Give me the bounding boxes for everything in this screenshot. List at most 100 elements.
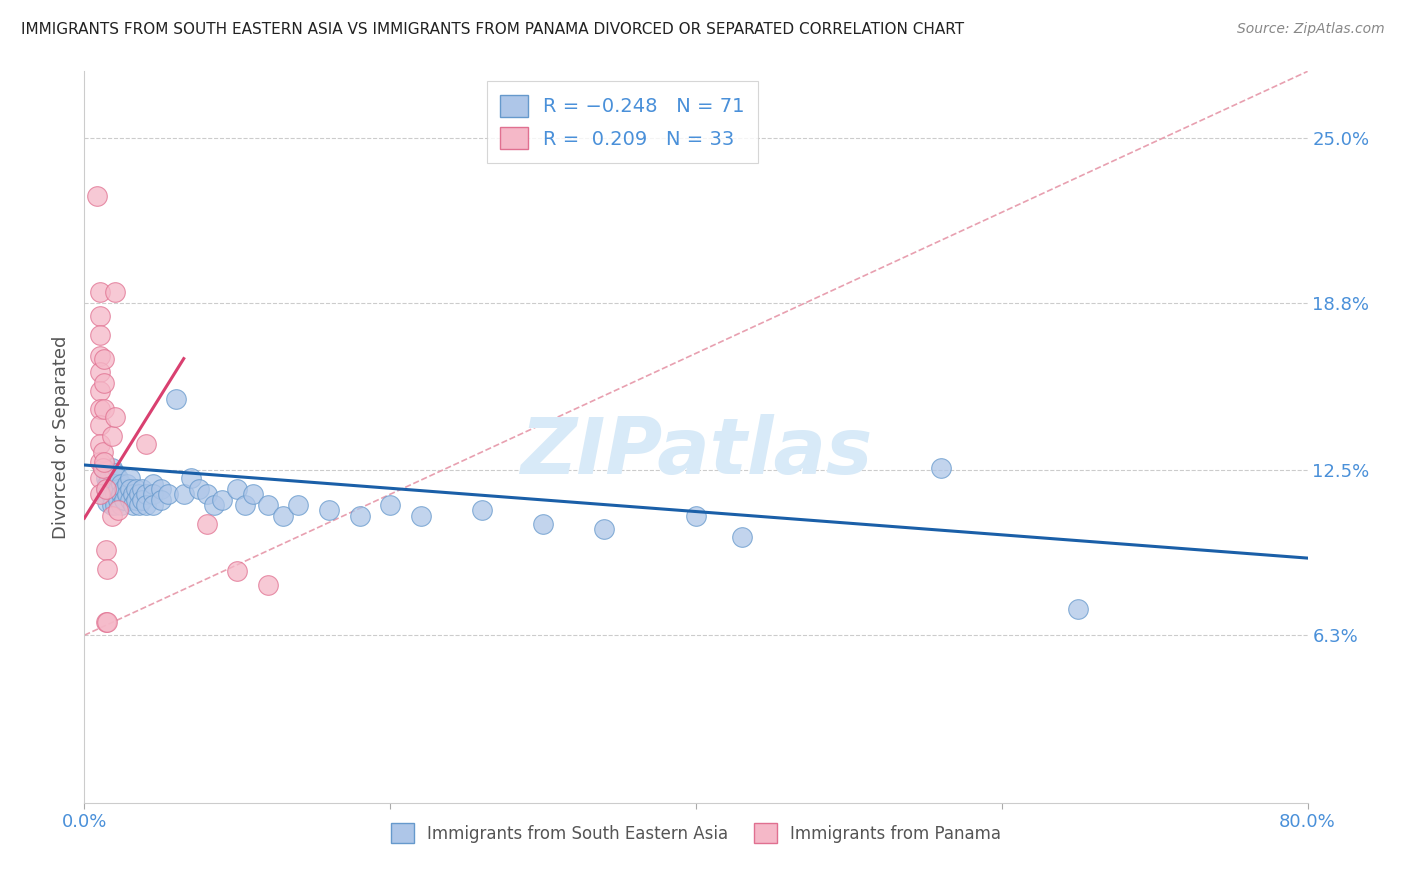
Point — [96, 463, 118, 477]
Point — [89, 418, 111, 433]
Point — [1067, 601, 1090, 615]
Point — [94, 482, 117, 496]
Point — [685, 508, 707, 523]
Point — [188, 482, 211, 496]
Point — [149, 492, 172, 507]
Point — [287, 498, 309, 512]
Point — [149, 482, 172, 496]
Point — [318, 503, 340, 517]
Point — [112, 492, 135, 507]
Point — [89, 487, 111, 501]
Text: Source: ZipAtlas.com: Source: ZipAtlas.com — [1237, 22, 1385, 37]
Point — [120, 492, 142, 507]
Point — [115, 487, 138, 501]
Point — [128, 487, 150, 501]
Point — [110, 476, 132, 491]
Point — [180, 471, 202, 485]
Point — [142, 498, 165, 512]
Point — [101, 460, 124, 475]
Point — [94, 543, 117, 558]
Point — [94, 471, 117, 485]
Point — [89, 402, 111, 417]
Point — [531, 516, 554, 531]
Point — [107, 482, 129, 496]
Point — [135, 436, 157, 450]
Point — [122, 487, 145, 501]
Point — [157, 487, 180, 501]
Point — [731, 530, 754, 544]
Point — [101, 476, 124, 491]
Point — [142, 476, 165, 491]
Point — [110, 487, 132, 501]
Point — [89, 455, 111, 469]
Point — [104, 487, 127, 501]
Point — [96, 562, 118, 576]
Point — [104, 466, 127, 480]
Point — [135, 487, 157, 501]
Point — [125, 492, 148, 507]
Point — [86, 189, 108, 203]
Point — [101, 498, 124, 512]
Point — [96, 476, 118, 491]
Point — [93, 351, 115, 366]
Point — [101, 429, 124, 443]
Point — [120, 471, 142, 485]
Point — [96, 495, 118, 509]
Point — [226, 565, 249, 579]
Point — [380, 498, 402, 512]
Point — [104, 498, 127, 512]
Point — [165, 392, 187, 406]
Point — [91, 444, 114, 458]
Point — [128, 498, 150, 512]
Point — [89, 327, 111, 342]
Point — [107, 471, 129, 485]
Point — [89, 471, 111, 485]
Point — [593, 522, 616, 536]
Point — [195, 487, 218, 501]
Point — [120, 482, 142, 496]
Point — [349, 508, 371, 523]
Point — [195, 516, 218, 531]
Point — [107, 503, 129, 517]
Point — [929, 460, 952, 475]
Point — [89, 384, 111, 398]
Point — [257, 498, 280, 512]
Text: ZIPatlas: ZIPatlas — [520, 414, 872, 490]
Point — [96, 615, 118, 629]
Point — [131, 492, 153, 507]
Point — [202, 498, 225, 512]
Point — [110, 498, 132, 512]
Point — [107, 492, 129, 507]
Point — [211, 492, 233, 507]
Point — [93, 402, 115, 417]
Point — [142, 487, 165, 501]
Point — [93, 376, 115, 390]
Point — [89, 349, 111, 363]
Point — [122, 498, 145, 512]
Point — [233, 498, 256, 512]
Point — [173, 487, 195, 501]
Point — [409, 508, 432, 523]
Legend: Immigrants from South Eastern Asia, Immigrants from Panama: Immigrants from South Eastern Asia, Immi… — [384, 817, 1008, 849]
Point — [101, 508, 124, 523]
Point — [89, 285, 111, 299]
Y-axis label: Divorced or Separated: Divorced or Separated — [52, 335, 70, 539]
Point — [101, 490, 124, 504]
Point — [115, 476, 138, 491]
Point — [131, 482, 153, 496]
Point — [271, 508, 294, 523]
Point — [471, 503, 494, 517]
Point — [104, 285, 127, 299]
Point — [96, 487, 118, 501]
Point — [104, 410, 127, 425]
Point — [89, 436, 111, 450]
Point — [93, 455, 115, 469]
Point — [242, 487, 264, 501]
Point — [104, 476, 127, 491]
Point — [94, 615, 117, 629]
Point — [125, 482, 148, 496]
Text: IMMIGRANTS FROM SOUTH EASTERN ASIA VS IMMIGRANTS FROM PANAMA DIVORCED OR SEPARAT: IMMIGRANTS FROM SOUTH EASTERN ASIA VS IM… — [21, 22, 965, 37]
Point — [91, 460, 114, 475]
Point — [89, 309, 111, 323]
Point — [257, 577, 280, 591]
